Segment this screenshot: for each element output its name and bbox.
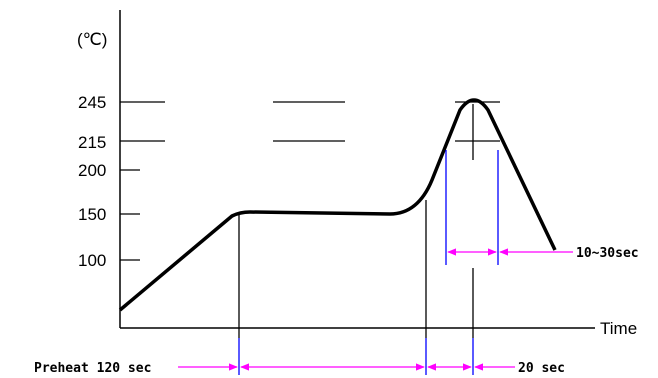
y-tick-label-215: 215 bbox=[78, 133, 106, 152]
y-tick-label-100: 100 bbox=[78, 251, 106, 270]
unit-label: (℃) bbox=[77, 30, 107, 49]
y-tick-label-245: 245 bbox=[78, 93, 106, 112]
y-tick-label-200: 200 bbox=[78, 161, 106, 180]
x-axis-label: Time bbox=[600, 319, 637, 338]
y-tick-label-150: 150 bbox=[78, 205, 106, 224]
peak-window-label: 10~30sec bbox=[576, 246, 639, 261]
above-215-label: 20 sec bbox=[518, 361, 565, 376]
preheat-label: Preheat 120 sec bbox=[34, 361, 151, 376]
temperature-curve bbox=[118, 98, 557, 312]
